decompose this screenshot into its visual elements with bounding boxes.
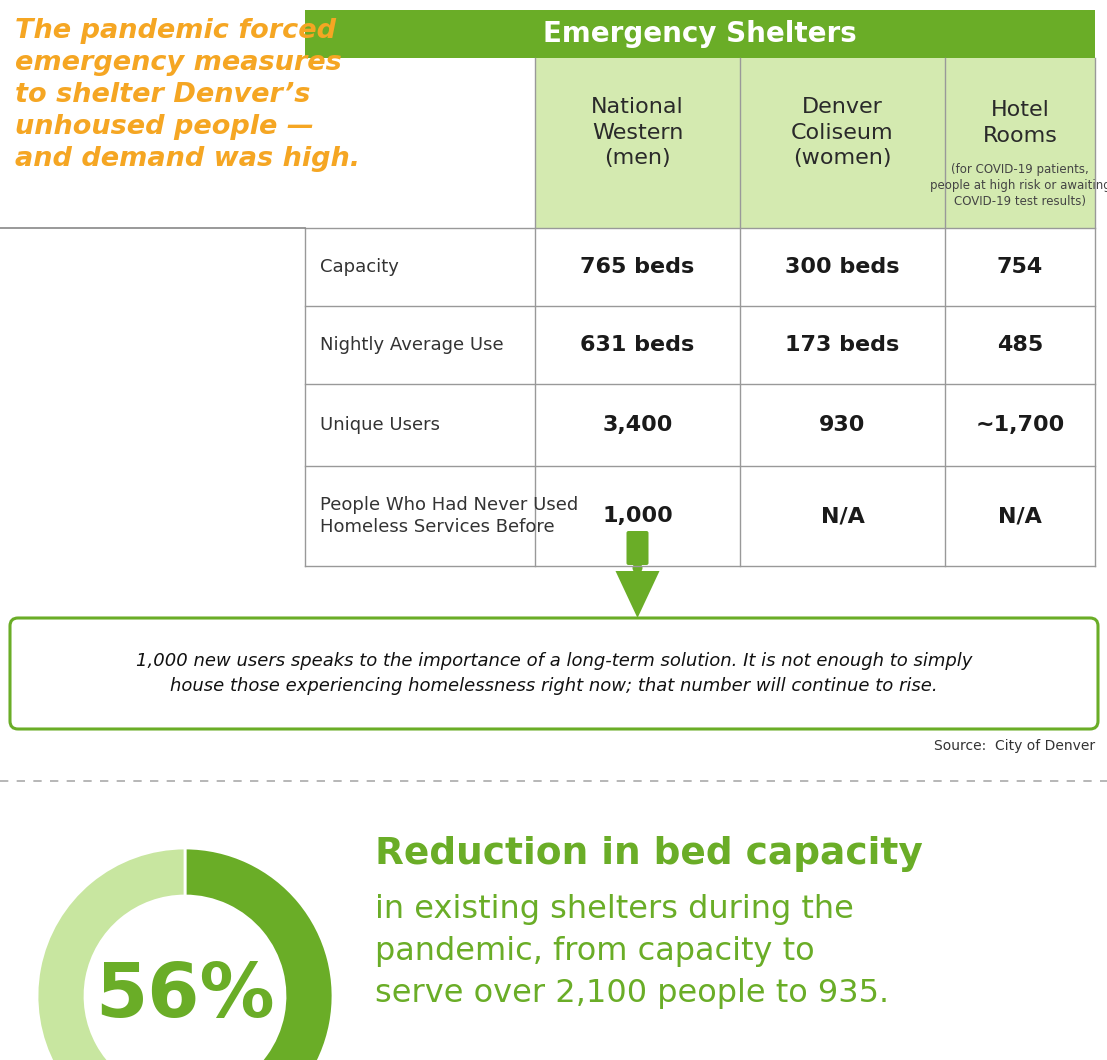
Text: 765 beds: 765 beds: [580, 257, 694, 277]
Wedge shape: [131, 848, 333, 1060]
Text: N/A: N/A: [820, 506, 865, 526]
Text: Hotel
Rooms: Hotel Rooms: [983, 100, 1057, 145]
FancyBboxPatch shape: [10, 618, 1098, 729]
Text: (for COVID-19 patients,
people at high risk or awaiting
COVID-19 test results): (for COVID-19 patients, people at high r…: [930, 163, 1107, 208]
Wedge shape: [37, 848, 185, 1060]
Text: 173 beds: 173 beds: [785, 335, 900, 355]
Text: Emergency Shelters: Emergency Shelters: [544, 20, 857, 48]
FancyBboxPatch shape: [627, 531, 649, 565]
Text: 1,000: 1,000: [602, 506, 673, 526]
Text: ~1,700: ~1,700: [975, 416, 1065, 435]
Bar: [306, 384, 1095, 466]
Text: in existing shelters during the
pandemic, from capacity to
serve over 2,100 peop: in existing shelters during the pandemic…: [375, 894, 889, 1009]
Bar: [535, 58, 1095, 228]
Text: Unique Users: Unique Users: [320, 416, 439, 434]
Text: 754: 754: [997, 257, 1043, 277]
Text: 485: 485: [997, 335, 1043, 355]
Text: 930: 930: [819, 416, 866, 435]
Text: Source:  City of Denver: Source: City of Denver: [934, 739, 1095, 753]
Text: Reduction in bed capacity: Reduction in bed capacity: [375, 836, 923, 872]
Text: 631 beds: 631 beds: [580, 335, 694, 355]
Text: Denver
Coliseum
(women): Denver Coliseum (women): [792, 98, 893, 169]
Text: Capacity: Capacity: [320, 258, 399, 276]
Bar: [306, 58, 535, 228]
Text: Nightly Average Use: Nightly Average Use: [320, 336, 504, 354]
Text: N/A: N/A: [999, 506, 1042, 526]
Polygon shape: [615, 571, 660, 618]
Text: 3,400: 3,400: [602, 416, 673, 435]
Text: 56%: 56%: [95, 959, 275, 1032]
Bar: [306, 306, 1095, 384]
Bar: [306, 10, 1095, 58]
Text: The pandemic forced
emergency measures
to shelter Denver’s
unhoused people —
and: The pandemic forced emergency measures t…: [15, 18, 360, 172]
Bar: [306, 466, 1095, 566]
Text: 300 beds: 300 beds: [785, 257, 900, 277]
Text: People Who Had Never Used
Homeless Services Before: People Who Had Never Used Homeless Servi…: [320, 496, 578, 536]
Bar: [306, 228, 1095, 306]
Text: National
Western
(men): National Western (men): [591, 98, 684, 169]
Text: 1,000 new users speaks to the importance of a long-term solution. It is not enou: 1,000 new users speaks to the importance…: [136, 652, 972, 695]
Circle shape: [632, 563, 642, 573]
